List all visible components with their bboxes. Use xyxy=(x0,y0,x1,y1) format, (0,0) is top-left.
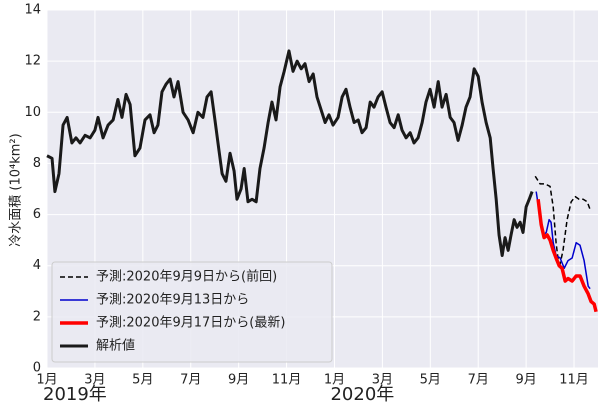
y-tick-label: 0 xyxy=(33,361,41,376)
y-tick-label: 14 xyxy=(24,3,41,18)
legend: 予測:2020年9月9日から(前回) 予測:2020年9月13日から予測:2020… xyxy=(51,261,333,363)
x-tick-label: 9月 xyxy=(228,373,249,388)
lines xyxy=(46,49,598,313)
series-line xyxy=(534,175,591,270)
y-tick-label: 10 xyxy=(24,105,41,120)
legend-label: 予測:2020年9月9日から(前回) xyxy=(96,269,277,285)
y-tick-label: 12 xyxy=(24,54,41,69)
y-tick-label: 2 xyxy=(33,309,41,324)
x-tick-label: 11月 xyxy=(272,373,302,388)
series-line xyxy=(46,49,534,257)
x-tick-label: 5月 xyxy=(132,373,153,388)
legend-label: 解析値 xyxy=(96,338,135,354)
x-tick-label: 7月 xyxy=(180,373,201,388)
series-line xyxy=(536,199,598,313)
x-tick-label: 3月 xyxy=(84,373,105,388)
legend-label: 予測:2020年9月17日から(最新) xyxy=(96,315,285,331)
x-tick-label: 5月 xyxy=(420,373,441,388)
x-tick-label: 11月 xyxy=(559,373,589,388)
x-tick-label: 9月 xyxy=(515,373,536,388)
x-tick-label: 3月 xyxy=(372,373,393,388)
x-tick-label: 7月 xyxy=(468,373,489,388)
legend-label: 予測:2020年9月13日から xyxy=(96,293,249,308)
legend-box xyxy=(51,261,333,363)
series-line xyxy=(535,191,591,290)
y-tick-label: 8 xyxy=(33,156,41,171)
year-label: 2019年 xyxy=(43,384,107,405)
x-tick-label: 1月 xyxy=(36,373,57,388)
y-tick-label: 4 xyxy=(33,258,41,273)
x-tick-label: 1月 xyxy=(324,373,345,388)
year-label: 2020年 xyxy=(330,384,394,405)
y-tick-label: 6 xyxy=(33,207,41,222)
y-axis-label: 冷水面積 (10⁴km²) xyxy=(9,133,24,246)
axes: 0 2 4 6 8 10 12 14 1月 3月 5月 7月 9月 11月 1月 3月 5月 7月 9月 11月 201… xyxy=(24,3,588,406)
